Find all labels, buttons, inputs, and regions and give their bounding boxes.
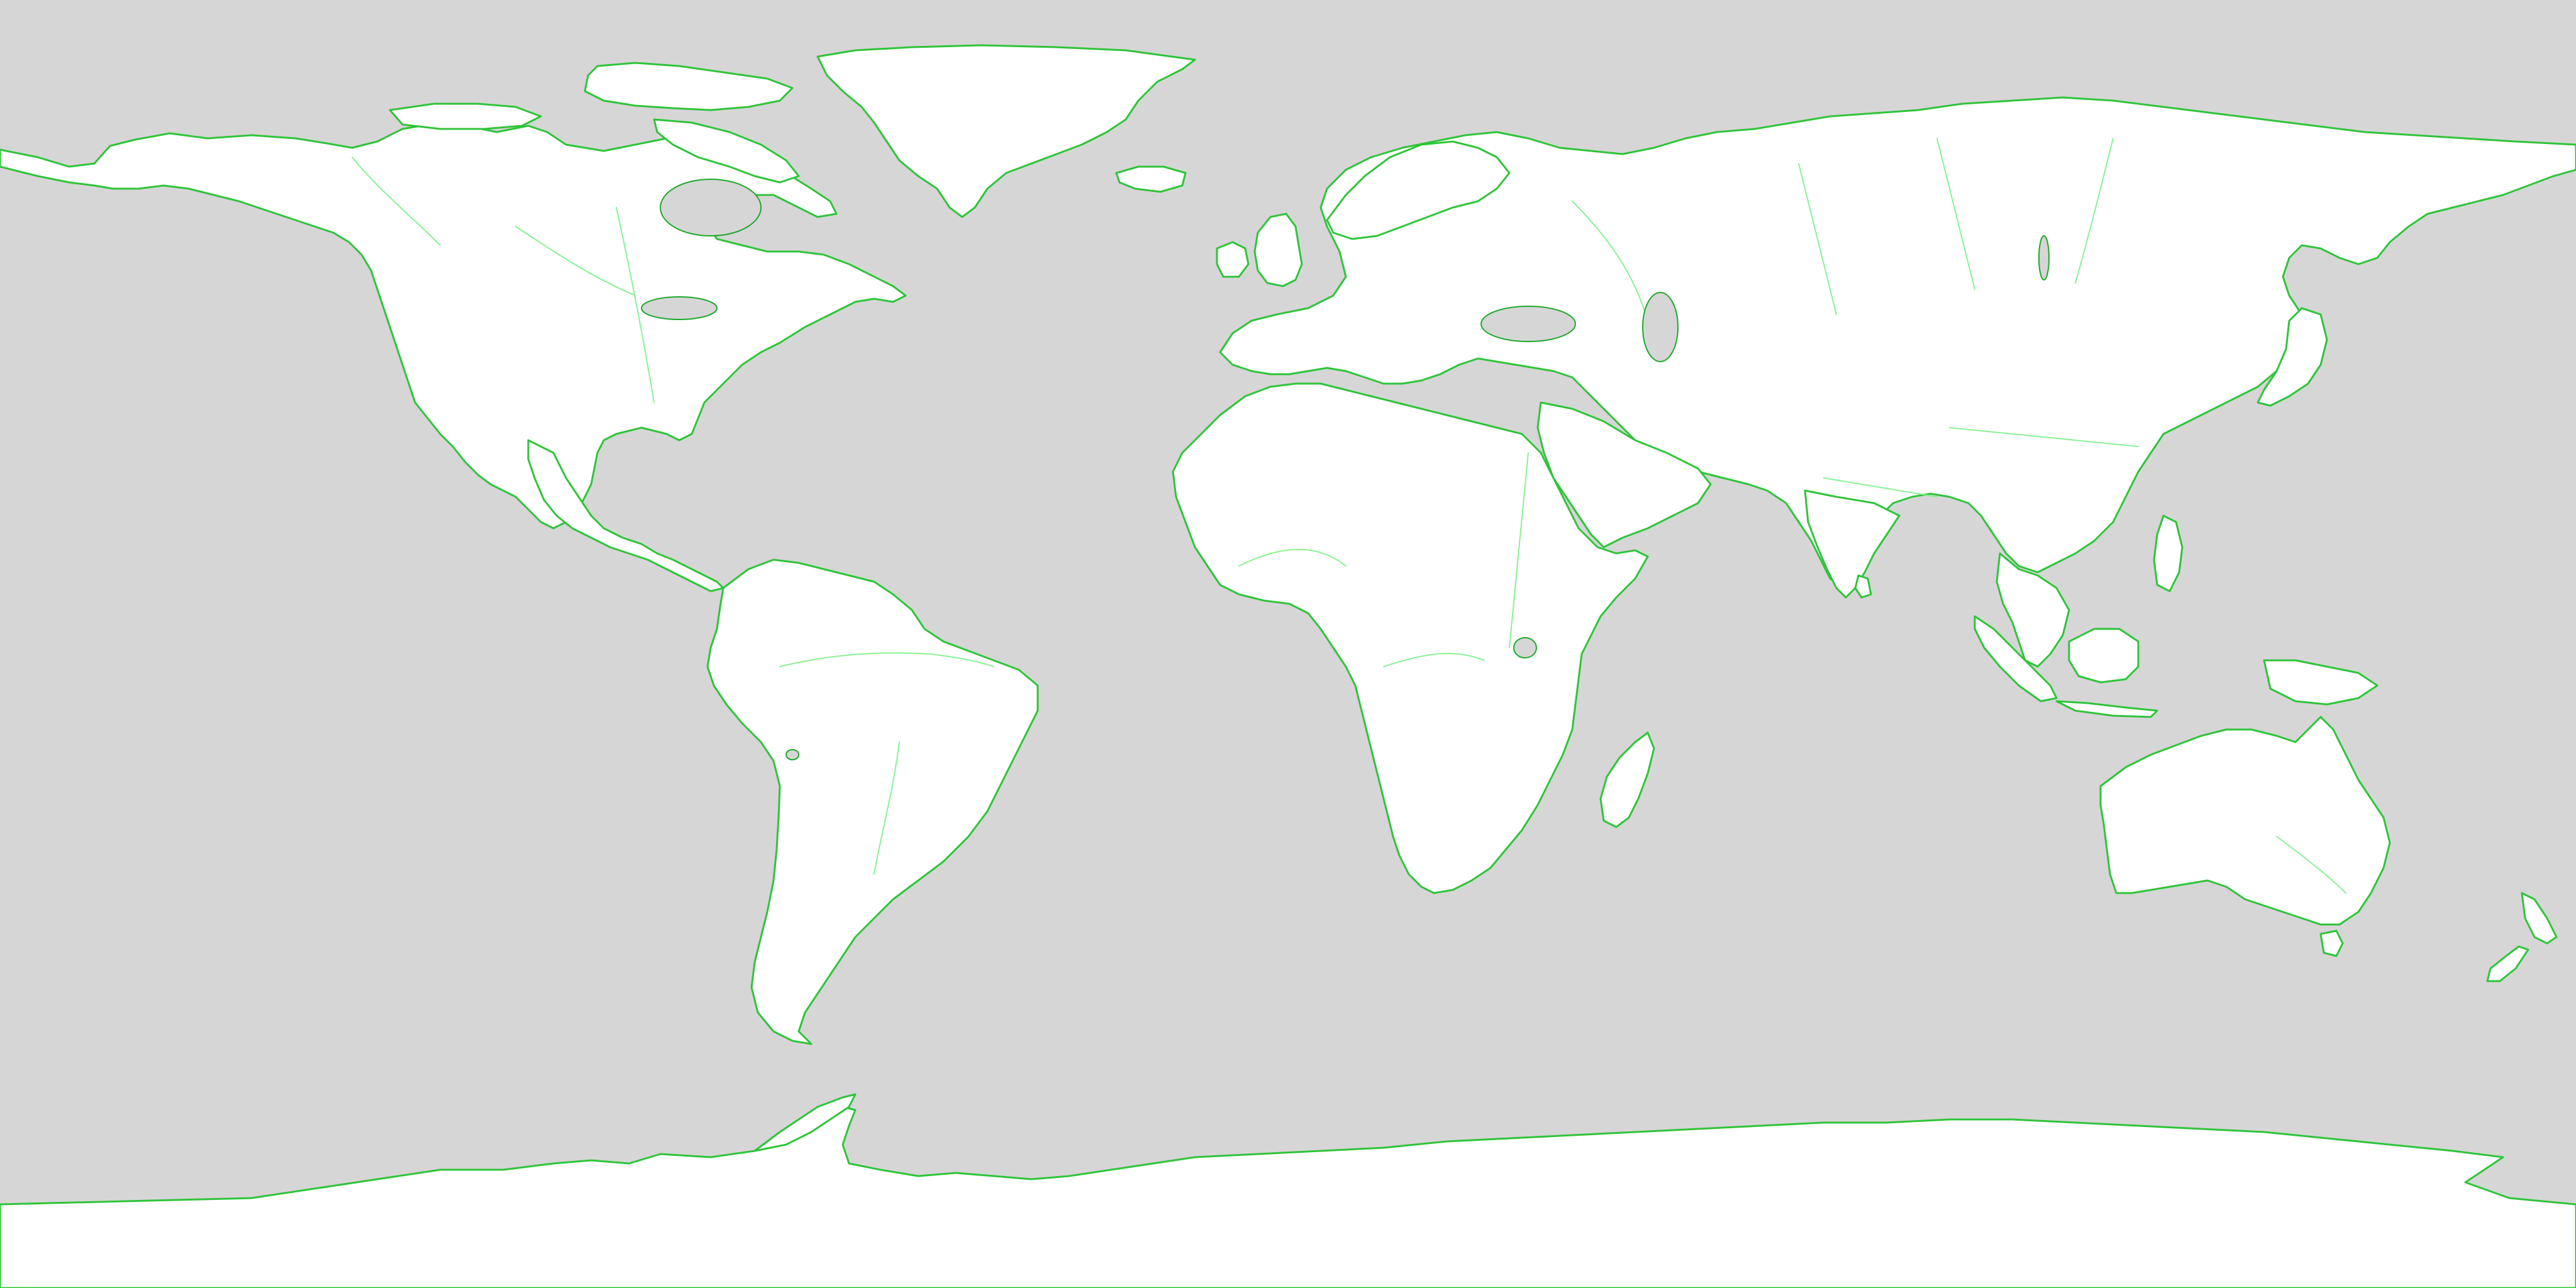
- river-lena: [2075, 138, 2114, 284]
- lake-caspian-sea: [1642, 292, 1679, 362]
- river-niger: [1238, 548, 1346, 567]
- river-ob: [1798, 163, 1837, 315]
- land-layer: [0, 44, 2576, 1288]
- river-layer: [352, 138, 2346, 894]
- river-congo: [1383, 653, 1485, 667]
- lake-hudson-bay: [660, 179, 762, 236]
- landmass-australia: [2099, 716, 2391, 926]
- river-volga: [1572, 201, 1648, 321]
- landmass-madagascar: [1599, 731, 1655, 828]
- river-ganges: [1823, 477, 1938, 497]
- landmass-arctic-islands: [584, 62, 794, 111]
- landmass-borneo: [2068, 628, 2140, 684]
- river-amazon: [779, 652, 994, 667]
- landmass-ireland: [1216, 241, 1250, 278]
- lake-great-lakes: [641, 296, 718, 320]
- landmass-antarctica: [0, 1106, 2576, 1288]
- landmass-scandinavia: [1326, 140, 1511, 240]
- landmass-south-america: [706, 558, 1039, 1045]
- river-missouri: [515, 226, 636, 296]
- landmass-iceland: [1115, 165, 1187, 193]
- river-yangtze: [1949, 427, 2139, 447]
- landmass-new-zealand-south: [2486, 945, 2529, 982]
- landmass-indochina: [1996, 552, 2070, 668]
- landmass-tasmania: [2319, 930, 2344, 957]
- landmass-antarctic-peninsula: [753, 1093, 857, 1152]
- landmass-greenland: [816, 44, 1196, 218]
- landmass-africa: [1172, 382, 1649, 894]
- lake-victoria: [1513, 637, 1537, 658]
- landmass-new-zealand-north: [2521, 892, 2558, 945]
- river-yenisei: [1936, 138, 1975, 290]
- landmass-java: [2055, 700, 2158, 718]
- lake-baikal: [2038, 235, 2050, 280]
- landmass-philippines: [2153, 514, 2184, 592]
- landmass-eurasia: [1219, 96, 2576, 589]
- river-nile: [1509, 452, 1529, 648]
- landmass-japan: [2257, 307, 2328, 407]
- landmass-new-guinea: [2263, 659, 2379, 706]
- landmass-central-america: [527, 439, 724, 592]
- landmass-sumatra: [1974, 615, 2058, 702]
- landmass-great-britain: [1253, 213, 1303, 287]
- river-mississippi: [616, 207, 655, 403]
- landmass-sri-lanka: [1854, 574, 1872, 599]
- river-murray: [2276, 836, 2346, 894]
- lake-black-sea: [1480, 306, 1576, 342]
- landmass-arctic-island-2: [389, 103, 542, 130]
- lake-layer: [641, 179, 2050, 760]
- landmass-baffin-island: [653, 118, 800, 184]
- river-parana: [874, 741, 900, 875]
- river-mackenzie: [352, 157, 441, 246]
- lake-titicaca: [786, 749, 799, 760]
